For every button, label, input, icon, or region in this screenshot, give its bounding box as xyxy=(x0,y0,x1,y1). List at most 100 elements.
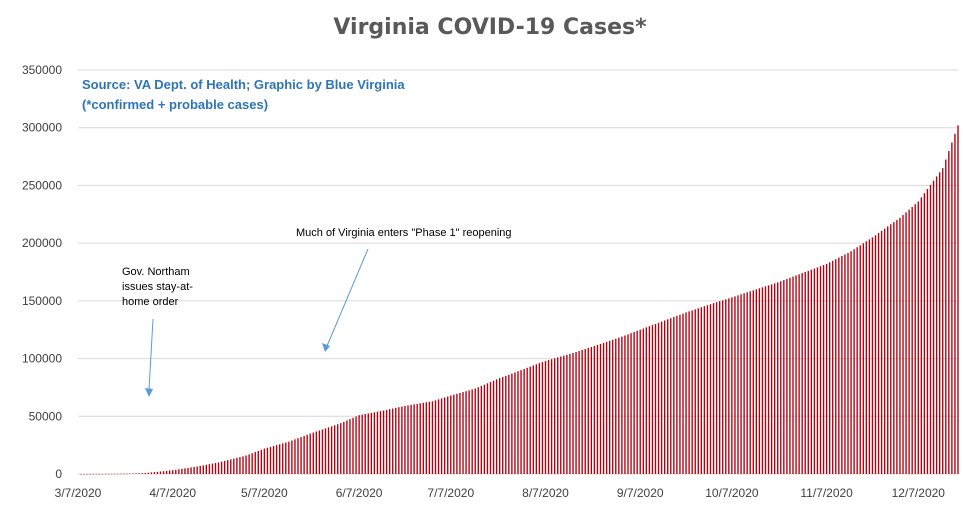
bar xyxy=(841,255,843,474)
bar xyxy=(129,473,131,475)
bar xyxy=(263,448,266,474)
bar xyxy=(489,381,492,474)
bar xyxy=(764,286,767,474)
y-tick-label: 0 xyxy=(55,467,62,481)
source-note: Source: VA Dept. of Health; Graphic by B… xyxy=(82,77,405,92)
bar xyxy=(379,411,382,474)
bar xyxy=(480,385,483,474)
chart-title: Virginia COVID-19 Cases* xyxy=(333,15,647,40)
bar xyxy=(321,429,324,474)
bar xyxy=(227,460,229,474)
bar xyxy=(254,452,256,474)
bar xyxy=(700,307,703,474)
bar xyxy=(266,447,269,474)
bar xyxy=(547,360,550,474)
bar xyxy=(288,441,290,474)
bar xyxy=(612,339,614,474)
bar xyxy=(731,297,733,474)
bar xyxy=(260,449,263,474)
bar xyxy=(431,401,434,474)
bar xyxy=(312,432,314,474)
bar xyxy=(816,267,819,474)
bar xyxy=(275,445,278,474)
bar xyxy=(624,335,626,474)
bar xyxy=(492,380,495,474)
bar xyxy=(404,405,406,474)
phase1-arrow xyxy=(322,248,369,352)
bar xyxy=(407,405,409,474)
bar xyxy=(468,390,470,474)
bar xyxy=(877,233,880,474)
bar xyxy=(670,318,672,474)
bar xyxy=(208,464,211,474)
bar xyxy=(337,424,339,474)
y-tick-label: 250000 xyxy=(22,178,62,192)
bar xyxy=(572,352,574,474)
stay-home-arrow-head xyxy=(145,388,153,397)
bar xyxy=(196,466,198,474)
bar xyxy=(605,341,608,474)
gridlines xyxy=(78,69,958,475)
bar xyxy=(104,473,107,475)
bar xyxy=(761,287,764,474)
bar xyxy=(86,473,88,475)
bar xyxy=(193,466,195,474)
bar xyxy=(563,355,565,474)
bar xyxy=(749,291,751,474)
bar xyxy=(541,362,544,474)
bar xyxy=(883,228,886,474)
bar xyxy=(667,319,669,474)
bar xyxy=(202,465,204,474)
bar xyxy=(168,470,171,474)
bar xyxy=(810,269,813,474)
bar xyxy=(938,172,941,474)
bar xyxy=(890,224,892,474)
y-tick-label: 200000 xyxy=(22,236,62,250)
bar xyxy=(361,414,363,474)
bar xyxy=(175,469,177,474)
bar xyxy=(462,392,464,474)
bar xyxy=(932,180,935,474)
x-tick-label: 12/7/2020 xyxy=(892,486,946,500)
bar xyxy=(804,272,806,474)
bar xyxy=(725,299,727,474)
bar xyxy=(498,378,501,474)
bar xyxy=(376,411,379,474)
bar xyxy=(132,473,134,474)
bar xyxy=(899,217,901,474)
bar xyxy=(569,353,571,474)
bar xyxy=(679,314,681,474)
phase1-annotation: Much of Virginia enters "Phase 1" reopen… xyxy=(296,227,512,239)
bar xyxy=(639,329,641,474)
bar xyxy=(523,368,525,474)
bar xyxy=(297,438,299,474)
bar xyxy=(434,400,437,474)
bar xyxy=(691,310,693,474)
bar xyxy=(333,425,336,474)
bar xyxy=(236,457,238,474)
x-tick-label: 4/7/2020 xyxy=(149,486,196,500)
bar xyxy=(599,343,602,474)
bar xyxy=(795,275,797,474)
y-tick-label: 100000 xyxy=(22,352,62,366)
bar xyxy=(703,306,706,474)
bar xyxy=(144,473,146,474)
bar xyxy=(92,473,94,475)
bar xyxy=(440,398,443,474)
bar xyxy=(355,416,357,474)
bar xyxy=(401,406,403,474)
bar xyxy=(98,473,101,475)
bar xyxy=(948,151,950,474)
bar xyxy=(178,469,180,474)
bar xyxy=(648,326,651,474)
bar xyxy=(327,427,330,474)
bar xyxy=(388,409,391,474)
bar xyxy=(706,305,709,474)
bar xyxy=(502,377,504,474)
bar xyxy=(416,403,418,474)
bar xyxy=(437,399,440,474)
bar xyxy=(715,302,718,474)
bar xyxy=(942,168,944,474)
bar xyxy=(740,294,742,474)
bar xyxy=(211,463,214,474)
